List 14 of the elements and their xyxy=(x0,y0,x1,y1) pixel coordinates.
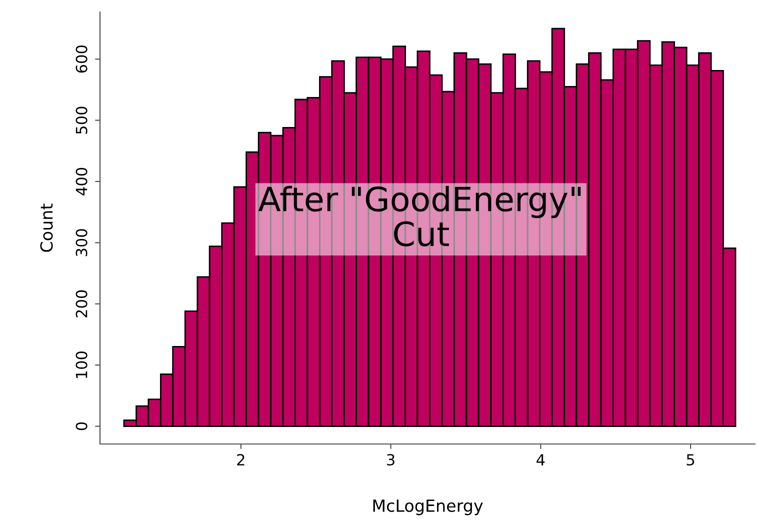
x-tick-label: 4 xyxy=(536,454,545,466)
y-tick-label: 100 xyxy=(76,352,88,378)
y-axis-title: Count xyxy=(40,204,53,252)
y-tick-label: 500 xyxy=(76,106,88,134)
y-tick-label: 0 xyxy=(76,422,88,430)
x-axis-title: McLogEnergy xyxy=(373,500,483,516)
x-tick-label: 3 xyxy=(387,454,394,466)
y-tick-label: 300 xyxy=(76,229,88,256)
x-tick-label: 5 xyxy=(686,454,694,466)
x-tick-label: 2 xyxy=(237,454,244,466)
y-tick-label: 400 xyxy=(76,168,88,196)
y-tick-label: 200 xyxy=(76,290,88,318)
annotation: After "GoodEnergy" Cut xyxy=(258,186,581,246)
y-tick-label: 600 xyxy=(76,46,88,73)
